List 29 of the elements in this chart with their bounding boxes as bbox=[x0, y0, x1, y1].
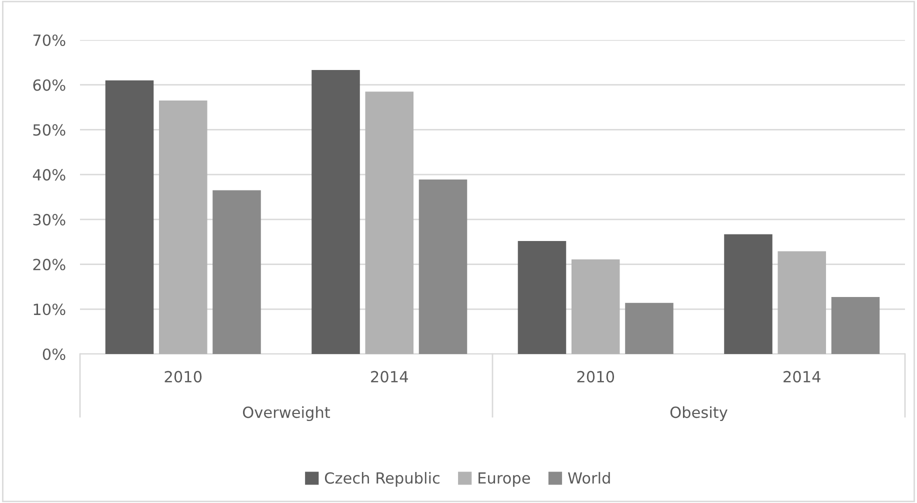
legend-label: Czech Republic bbox=[324, 472, 440, 487]
y-tick-label: 40% bbox=[32, 169, 66, 181]
bar bbox=[418, 180, 468, 354]
bar bbox=[105, 80, 154, 354]
y-tick-label: 10% bbox=[34, 304, 66, 316]
bar bbox=[724, 234, 772, 354]
bar bbox=[831, 297, 880, 354]
bar bbox=[312, 70, 360, 354]
y-tick-label: 30% bbox=[33, 214, 66, 226]
x-tick-label: 2014 bbox=[371, 370, 408, 382]
x-tick-label: 2010 bbox=[577, 370, 614, 382]
y-tick-label: 60% bbox=[33, 79, 66, 91]
text: Obesity bbox=[670, 406, 728, 422]
bar bbox=[158, 100, 208, 354]
legend-label: Europe bbox=[478, 472, 530, 487]
bar bbox=[365, 92, 414, 354]
bar bbox=[625, 302, 674, 354]
legend-label: World bbox=[568, 472, 610, 484]
bar bbox=[778, 251, 826, 354]
text: Overweight bbox=[242, 406, 330, 422]
bar bbox=[518, 240, 566, 354]
x-tick-label: 2010 bbox=[164, 370, 202, 382]
y-tick-label: 20% bbox=[33, 258, 66, 270]
x-tick-label: 2014 bbox=[784, 370, 820, 382]
bar bbox=[571, 259, 620, 354]
y-tick-label: 0% bbox=[42, 348, 66, 360]
y-tick-label: 50% bbox=[33, 124, 66, 136]
y-tick-label: 70% bbox=[33, 34, 66, 46]
bar bbox=[212, 190, 261, 354]
